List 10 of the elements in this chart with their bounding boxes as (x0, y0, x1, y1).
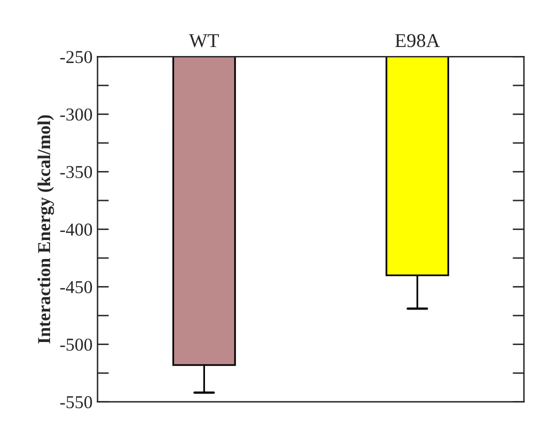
x-tick-label: WT (189, 34, 219, 48)
y-tick-label: -350 (60, 166, 92, 178)
y-tick-label: -500 (60, 338, 92, 351)
y-tick-label: -250 (60, 50, 92, 64)
y-tick-label: -550 (60, 396, 92, 408)
x-tick-label: E98A (395, 34, 440, 48)
y-axis-title: Interaction Energy (kcal/mol) (38, 115, 54, 344)
y-tick-label: -450 (60, 281, 92, 294)
y-tick-label: -300 (60, 108, 92, 121)
y-tick-label: -400 (60, 224, 92, 236)
